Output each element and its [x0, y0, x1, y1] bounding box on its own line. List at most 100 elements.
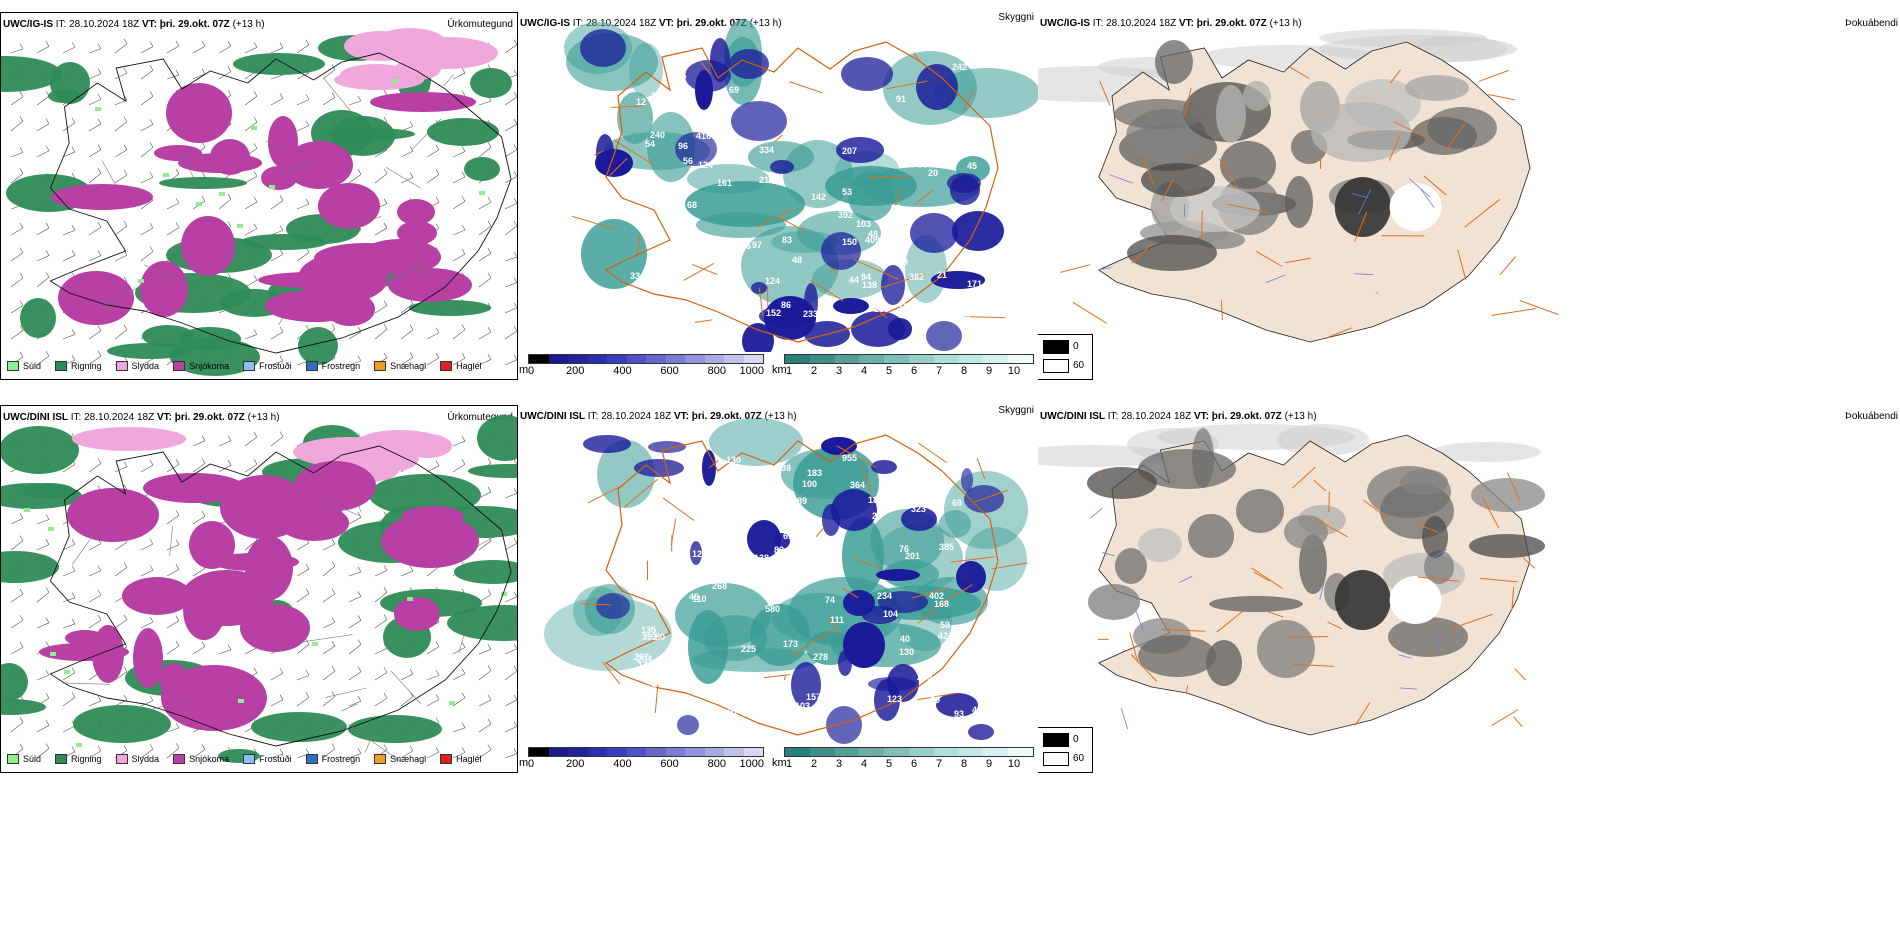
- legend-label: Frostregn: [321, 361, 361, 371]
- fog-indicator-title: Þokuábendi: [1845, 18, 1898, 29]
- precip-legend-item: Slydda: [115, 754, 159, 764]
- cloud-base-value: 130: [726, 455, 741, 465]
- legend-label: Súld: [23, 361, 42, 371]
- visibility-tick: 9: [985, 758, 993, 770]
- cloud-base-value: 366: [649, 559, 664, 569]
- cloud-base-value: 110: [692, 594, 707, 604]
- cloud-base-value: 128: [825, 104, 840, 114]
- cloud-base-value: 27: [873, 668, 883, 678]
- legend-swatch: [55, 754, 68, 764]
- cloud-base-value: 48: [868, 229, 878, 239]
- visibility-tick: 6: [910, 365, 918, 377]
- cloud-base-value: 960: [752, 709, 767, 719]
- cloud-base-value: 173: [898, 302, 913, 312]
- cloud-base-value: 364: [850, 480, 865, 490]
- cloud-base-tick: 800: [707, 365, 726, 377]
- cloud-base-value: 150: [842, 237, 857, 247]
- cloud-base-value: 83: [960, 310, 970, 320]
- vt-label: VT:: [156, 412, 172, 423]
- precip-type-map: [1, 415, 517, 763]
- precip-legend-item: Frostregn: [305, 754, 360, 764]
- cloud-base-value: 166: [874, 304, 889, 314]
- legend-swatch: [115, 754, 128, 764]
- it-value: 28.10.2024 18Z: [586, 18, 657, 29]
- fog-legend: 0 60: [1038, 334, 1093, 380]
- cloud-base-value: 32: [911, 467, 921, 477]
- cloud-base-value: 278: [813, 652, 828, 662]
- it-label: IT:: [70, 412, 82, 423]
- precip-type-title: Úrkomutegund: [447, 19, 513, 30]
- cloud-base-value: 124: [698, 160, 713, 170]
- fog-indicator-map: [1038, 424, 1545, 736]
- legend-label: Snæhagl: [390, 361, 427, 371]
- cloud-base-value: 83: [782, 235, 792, 245]
- fog-indicator-panel: UWC/DINI ISL IT: 28.10.2024 18Z VT: þri.…: [1038, 405, 1900, 773]
- cloud-base-tick: 400: [613, 365, 632, 377]
- cloud-base-value: 138: [862, 280, 877, 290]
- cloud-base-value: 323: [911, 504, 926, 514]
- cloud-base-value: 68: [687, 200, 697, 210]
- fog-legend-swatch-60: [1043, 752, 1069, 766]
- cloud-base-value: 115: [973, 134, 988, 144]
- cloud-base-value: 64: [708, 532, 718, 542]
- cloud-base-colorbar: 0 200 400 600 800 1000: [528, 354, 764, 379]
- visibility-tick: 8: [960, 365, 968, 377]
- visibility-tick: 9: [985, 365, 993, 377]
- it-label: IT:: [55, 19, 67, 30]
- cloud-base-value: 53: [842, 187, 852, 197]
- cloud-base-tick: 400: [613, 758, 632, 770]
- visibility-title: Skyggni: [998, 12, 1034, 23]
- cloud-base-value: 74: [825, 595, 835, 605]
- vt-label: VT:: [1193, 411, 1209, 422]
- cloud-base-value: 87: [844, 120, 854, 130]
- cloud-base-value: 104: [883, 609, 898, 619]
- fog-legend: 0 60: [1038, 727, 1093, 773]
- cloud-base-value: 86: [781, 300, 791, 310]
- legend-label: Rigning: [71, 754, 102, 764]
- cloud-base-value: 329: [651, 91, 666, 101]
- fog-legend-swatch-0: [1043, 340, 1069, 354]
- cloud-base-value: 203: [801, 705, 816, 715]
- legend-swatch: [173, 754, 186, 764]
- vt-value: þri. 29.okt. 07Z: [1211, 411, 1282, 422]
- it-label: IT:: [1092, 18, 1104, 29]
- legend-swatch: [440, 361, 453, 371]
- cloud-base-value: 174: [655, 559, 670, 569]
- cloud-base-value: 48: [718, 238, 728, 248]
- legend-label: Haglél: [456, 361, 482, 371]
- vt-label: VT:: [658, 18, 674, 29]
- precip-type-legend: Súld Rigning Slydda Snjókoma Frostúði Frostre…: [7, 361, 482, 371]
- legend-swatch: [374, 361, 387, 371]
- precip-type-panel: UWC/IG-IS IT: 28.10.2024 18Z VT: þri. 29…: [0, 12, 518, 380]
- cloud-base-value: 225: [741, 644, 756, 654]
- cloud-base-value: 82: [774, 545, 784, 555]
- cloud-base-value: 161: [717, 178, 732, 188]
- cloud-base-unit: m: [519, 757, 529, 769]
- cloud-base-value: 44: [849, 275, 859, 285]
- cloud-base-value: 670: [920, 497, 935, 507]
- cloud-base-value: 21: [937, 270, 947, 280]
- cloud-base-value: 268: [712, 581, 727, 591]
- cloud-base-value: 181: [868, 495, 883, 505]
- legend-label: Snjókoma: [189, 754, 230, 764]
- legend-label: Rigning: [71, 361, 102, 371]
- cloud-base-value: 99: [898, 257, 908, 267]
- cloud-base-value: 393: [642, 632, 657, 642]
- cloud-base-tick: 1000: [739, 758, 764, 770]
- model-name: UWC/DINI ISL: [1040, 411, 1105, 422]
- cloud-base-value: 385: [939, 542, 954, 552]
- cloud-base-value: 449: [789, 69, 804, 79]
- cloud-visibility-panel: UWC/DINI ISL IT: 28.10.2024 18Z VT: þri.…: [518, 405, 1038, 773]
- cloud-base-value: 80: [655, 632, 665, 642]
- cloud-base-value: 105: [628, 521, 643, 531]
- cloud-base-value: 45: [689, 592, 699, 602]
- visibility-tick: 3: [835, 758, 843, 770]
- visibility-unit: km: [772, 364, 787, 376]
- visibility-unit: km: [772, 757, 787, 769]
- fog-legend-swatch-0: [1043, 733, 1069, 747]
- lead-time: (+13 h): [1284, 411, 1317, 422]
- cloud-base-value: 115: [672, 71, 687, 81]
- cloud-base-value: 955: [842, 453, 857, 463]
- cloud-base-value: 236: [964, 292, 979, 302]
- cloud-base-value: 91: [896, 94, 906, 104]
